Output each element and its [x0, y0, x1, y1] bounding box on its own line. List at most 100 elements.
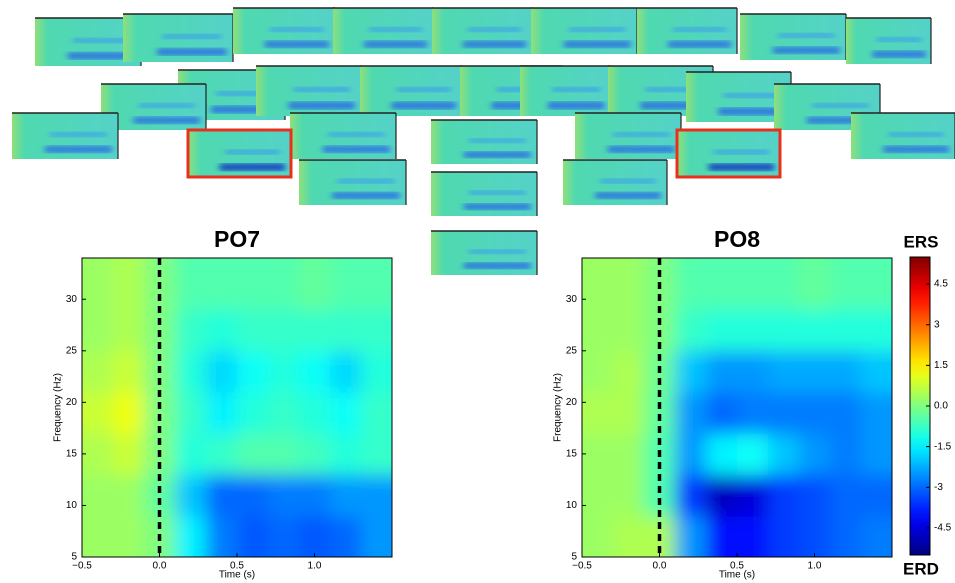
x-tick-label: 0.0 — [153, 561, 167, 572]
heat-cell — [237, 350, 269, 393]
heat-cell — [237, 474, 269, 517]
heat-cell — [361, 392, 392, 434]
colorbar-tick-label: 0.0 — [934, 401, 948, 412]
heat-cell — [206, 258, 238, 311]
heat-cell — [237, 433, 269, 476]
heat-cell — [861, 515, 892, 557]
y-tick-label: 20 — [566, 397, 578, 408]
heat-cell — [830, 392, 862, 434]
heat-cell — [582, 474, 614, 517]
heat-cell — [861, 309, 892, 352]
heat-cell — [582, 309, 614, 352]
heat-cell — [330, 392, 362, 434]
heat-cell — [768, 433, 800, 476]
thumbnail-band — [462, 203, 532, 210]
thumbnail-band — [777, 33, 836, 38]
heat-cell — [330, 258, 362, 311]
heat-cell — [830, 515, 862, 557]
heat-cell — [799, 350, 831, 393]
y-tick-label: 15 — [566, 449, 578, 460]
thumbnail-band — [707, 163, 775, 171]
heat-cell — [582, 433, 614, 476]
heat-cell — [675, 433, 707, 476]
heat-cell — [706, 433, 738, 476]
heat-cell — [268, 309, 300, 352]
heat-cell — [268, 392, 300, 434]
thumbnail-band — [871, 51, 927, 58]
thumbnail-band — [263, 41, 330, 48]
heat-cell — [330, 433, 362, 476]
thumbnail-band — [887, 132, 945, 137]
thumbnail-band — [717, 108, 786, 115]
heat-cell — [706, 392, 738, 434]
y-tick-label: 5 — [71, 552, 77, 563]
thumbnail — [123, 13, 234, 62]
heat-cell — [175, 258, 207, 311]
heat-cell — [237, 392, 269, 434]
heat-cell — [206, 350, 238, 393]
y-tick-label: 5 — [571, 552, 577, 563]
heat-cell — [299, 433, 331, 476]
thumbnail — [431, 119, 538, 164]
heat-cell — [268, 350, 300, 393]
thumbnail-band — [72, 38, 131, 43]
heat-cell — [799, 258, 831, 311]
colorbar-tick-label: 1.5 — [934, 360, 948, 371]
heat-cell — [737, 474, 769, 517]
x-axis-label: Time (s) — [219, 570, 255, 581]
thumbnail — [431, 230, 538, 275]
thumbnail-band — [336, 178, 396, 184]
thumbnail-band — [594, 192, 662, 199]
colorbar-top-label: ERS — [904, 232, 939, 251]
heat-cell — [113, 433, 145, 476]
y-tick-label: 15 — [66, 449, 78, 460]
heat-cell — [768, 515, 800, 557]
thumbnail-band — [468, 249, 527, 254]
x-tick-label: 1.0 — [808, 561, 822, 572]
colorbar-tick-label: -1.5 — [934, 441, 952, 452]
thumbnail — [360, 65, 463, 116]
thumbnail-band — [568, 27, 627, 32]
thumbnail — [12, 112, 119, 159]
thumbnail-band — [49, 132, 108, 137]
heat-cell — [113, 515, 145, 557]
heatmap — [82, 258, 392, 557]
heat-cell — [330, 515, 362, 557]
heat-cell — [299, 474, 331, 517]
thumbnail — [846, 17, 932, 64]
heat-cell — [206, 474, 238, 517]
thumbnail — [186, 128, 293, 179]
heat-cell — [299, 392, 331, 434]
heat-cell — [675, 350, 707, 393]
heat-cell — [113, 474, 145, 517]
heat-cell — [582, 515, 614, 557]
highlight-frame — [675, 128, 782, 179]
heat-cell — [706, 474, 738, 517]
thumbnail-band — [599, 178, 657, 184]
thumbnail-band — [218, 163, 286, 171]
heat-cell — [830, 258, 862, 311]
thumbnail-band — [468, 190, 527, 195]
heat-cell — [737, 433, 769, 476]
thumbnail — [520, 65, 611, 116]
thumbnail — [290, 112, 397, 159]
heat-cell — [237, 258, 269, 311]
heat-cell — [144, 474, 176, 517]
heat-cell — [175, 392, 207, 434]
heat-cell — [613, 258, 645, 311]
heat-cell — [768, 392, 800, 434]
heat-cell — [206, 392, 238, 434]
heat-cell — [799, 433, 831, 476]
heat-cell — [330, 309, 362, 352]
colorbar-tick-label: -4.5 — [934, 523, 952, 534]
heat-cell — [113, 309, 145, 352]
thumbnail-band — [771, 47, 841, 54]
thumbnail-band — [43, 146, 113, 153]
thumbnail — [637, 7, 738, 54]
thumbnail — [740, 13, 847, 60]
heat-cell — [330, 350, 362, 393]
heat-cell — [861, 258, 892, 311]
heat-cell — [799, 309, 831, 352]
y-axis-label: Frequency (Hz) — [553, 373, 564, 442]
heat-cell — [675, 515, 707, 557]
